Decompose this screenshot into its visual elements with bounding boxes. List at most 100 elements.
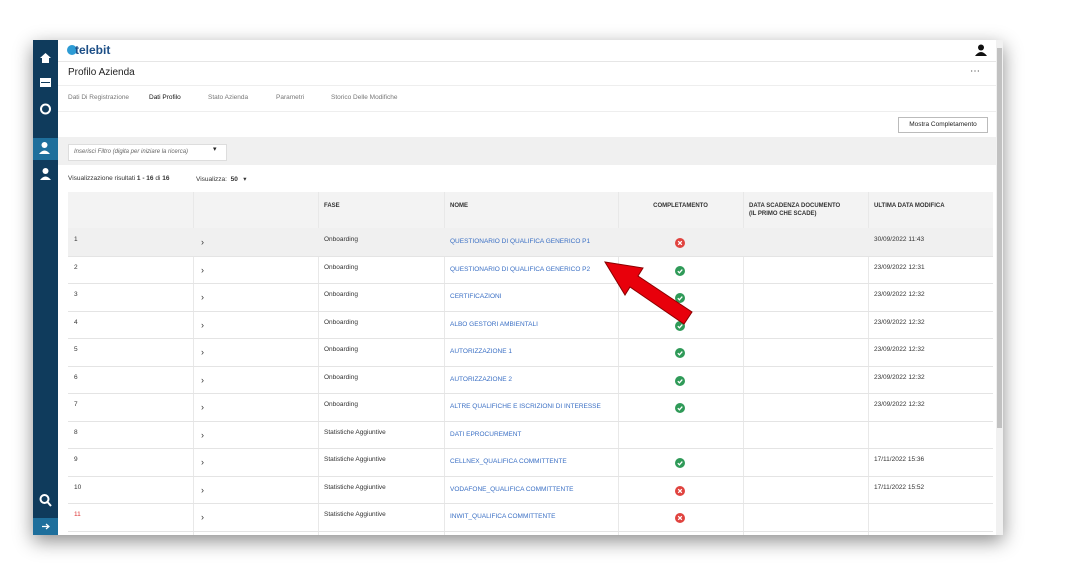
expand-chevron[interactable]: › bbox=[201, 264, 204, 275]
table-row[interactable]: 6 › Onboarding AUTORIZZAZIONE 2 23/09/2022 1… bbox=[68, 366, 993, 394]
last-modified: 23/09/2022 12:32 bbox=[874, 401, 925, 408]
user-icon-body bbox=[40, 176, 51, 180]
status-complete bbox=[675, 375, 685, 386]
expand-chevron[interactable]: › bbox=[201, 484, 204, 495]
expand-chevron[interactable]: › bbox=[201, 374, 204, 385]
row-number: 5 bbox=[74, 346, 78, 353]
tab[interactable]: Storico Delle Modifiche bbox=[331, 94, 398, 101]
table-row[interactable]: 5 › Onboarding AUTORIZZAZIONE 1 23/09/2022 1… bbox=[68, 338, 993, 367]
table-row[interactable]: 7 › Onboarding ALTRE QUALIFICHE E ISCRIZION… bbox=[68, 393, 993, 422]
page-size-label: Visualizza: bbox=[196, 176, 227, 183]
logo-mark bbox=[67, 45, 77, 55]
scroll-thumb[interactable] bbox=[997, 48, 1002, 428]
phase: Onboarding bbox=[324, 236, 358, 243]
last-modified: 30/09/2022 11:43 bbox=[874, 236, 925, 243]
main-area: telebit Profilo Azienda ⋯ Dati Di Regist… bbox=[58, 40, 1003, 535]
show-completion-button[interactable]: Mostra Completamento bbox=[898, 117, 988, 133]
network-icon[interactable] bbox=[40, 103, 51, 115]
filter-dropdown[interactable]: ▾ bbox=[213, 146, 217, 153]
status-complete bbox=[675, 320, 685, 331]
table-row[interactable]: 3 › Onboarding CERTIFICAZIONI 23/09/2022 12:… bbox=[68, 283, 993, 312]
phase: Statistiche Aggiuntive bbox=[324, 456, 386, 463]
name-link[interactable]: VODAFONE_QUALIFICA COMMITTENTE bbox=[450, 485, 574, 493]
phase: Statistiche Aggiuntive bbox=[324, 428, 386, 436]
status-failed bbox=[675, 513, 685, 523]
name-link[interactable]: AUTORIZZAZIONE 1 bbox=[450, 348, 512, 355]
name-link[interactable]: CELLNEX_QUALIFICA COMMITTENTE bbox=[450, 458, 567, 465]
expand-chevron[interactable]: › bbox=[201, 292, 204, 302]
table-row[interactable]: 9 › Statistiche Aggiuntive CELLNEX_QUALIFIC… bbox=[68, 448, 993, 477]
status-complete bbox=[675, 293, 685, 303]
row-number: 9 bbox=[74, 456, 78, 463]
table-row[interactable]: 2 › Onboarding QUESTIONARIO DI QUALIFICA GE… bbox=[68, 256, 993, 284]
expand-chevron[interactable]: › bbox=[201, 347, 204, 357]
last-modified: 23/09/2022 12:32 bbox=[874, 291, 925, 298]
app-window: telebit Profilo Azienda ⋯ Dati Di Regist… bbox=[33, 40, 1003, 535]
tab[interactable]: Stato Azienda bbox=[208, 94, 249, 101]
table-row[interactable]: 1 › Onboarding QUESTIONARIO DI QUALIFICA GE… bbox=[68, 228, 993, 257]
active-nav[interactable] bbox=[33, 138, 58, 160]
expand-chevron[interactable]: › bbox=[201, 457, 204, 467]
row-number: 1 bbox=[74, 236, 78, 243]
row-number: 2 bbox=[74, 263, 78, 271]
expand-chevron[interactable]: › bbox=[201, 429, 204, 440]
user-gear-icon bbox=[41, 142, 48, 148]
name-link[interactable]: ALBO GESTORI AMBIENTALI bbox=[450, 320, 538, 328]
search-icon[interactable] bbox=[39, 494, 50, 504]
phase: Onboarding bbox=[324, 263, 358, 271]
tab[interactable]: Parametri bbox=[276, 94, 305, 101]
last-modified: 23/09/2022 12:32 bbox=[874, 346, 925, 353]
table-row[interactable]: 4 › Onboarding ALBO GESTORI AMBIENTALI 23/09… bbox=[68, 311, 993, 339]
row-number: 3 bbox=[74, 291, 78, 298]
table-row[interactable]: 8 › Statistiche Aggiuntive DATI EPROCUREMEN… bbox=[68, 421, 993, 449]
column-divider bbox=[318, 192, 319, 535]
row-number: 10 bbox=[74, 483, 82, 491]
row-number: 8 bbox=[74, 428, 78, 436]
name-link[interactable]: INWIT_QUALIFICA COMMITTENTE bbox=[450, 513, 556, 520]
page-size[interactable]: Visualizza: 50 ▾ bbox=[196, 176, 247, 183]
name-link[interactable]: QUESTIONARIO DI QUALIFICA GENERICO P1 bbox=[450, 238, 591, 245]
phase: Onboarding bbox=[324, 373, 358, 381]
home-icon[interactable] bbox=[40, 53, 51, 63]
last-modified: 23/09/2022 12:31 bbox=[874, 263, 925, 271]
tab-bar: Dati Di Registrazione Dati Profilo Stato A… bbox=[58, 85, 996, 112]
table-header bbox=[68, 192, 993, 228]
phase: Onboarding bbox=[324, 346, 358, 353]
table-row[interactable]: 11 › Statistiche Aggiuntive INWIT_QUALIFICA… bbox=[68, 503, 993, 532]
row-number: 6 bbox=[74, 373, 78, 381]
tab[interactable]: Dati Profilo bbox=[149, 94, 181, 101]
column-divider bbox=[868, 192, 869, 535]
more-menu[interactable]: ⋯ bbox=[970, 66, 980, 77]
status-complete bbox=[675, 403, 685, 413]
phase: Onboarding bbox=[324, 291, 358, 298]
name-link[interactable]: QUESTIONARIO DI QUALIFICA GENERICO P2 bbox=[450, 265, 591, 273]
column-divider bbox=[193, 192, 194, 535]
last-modified: 23/09/2022 12:32 bbox=[874, 318, 925, 326]
tab[interactable]: Dati Di Registrazione bbox=[68, 94, 130, 101]
user-icon[interactable] bbox=[42, 168, 49, 174]
user-gear-body bbox=[39, 150, 50, 154]
results-prefix: Visualizzazione risultati bbox=[68, 175, 136, 182]
status-complete bbox=[675, 458, 685, 468]
expand-chevron[interactable]: › bbox=[201, 319, 204, 330]
page-size-value: 50 bbox=[230, 176, 238, 183]
row-number: 11 bbox=[74, 511, 81, 518]
name-link[interactable]: AUTORIZZAZIONE 2 bbox=[450, 375, 512, 383]
column-header: FASE bbox=[324, 203, 340, 209]
column-header: NOME bbox=[450, 203, 468, 209]
name-link[interactable]: ALTRE QUALIFICHE E ISCRIZIONI DI INTERES… bbox=[450, 403, 601, 410]
logo: telebit bbox=[75, 43, 111, 57]
filter-input[interactable]: Inserisci Filtro (digita per iniziare la… bbox=[68, 144, 227, 161]
expand-chevron[interactable]: › bbox=[201, 237, 204, 247]
account-icon[interactable] bbox=[975, 44, 987, 56]
column-divider bbox=[743, 192, 744, 535]
sidebar-icons bbox=[33, 53, 58, 535]
column-header: ULTIMA DATA MODIFICA bbox=[874, 203, 945, 209]
status-failed bbox=[675, 238, 685, 248]
expand-chevron[interactable]: › bbox=[201, 402, 204, 412]
table-row[interactable]: 10 › Statistiche Aggiuntive VODAFONE_QUALIF… bbox=[68, 476, 993, 504]
expand-chevron[interactable]: › bbox=[201, 512, 204, 522]
name-link[interactable]: DATI EPROCUREMENT bbox=[450, 430, 522, 438]
name-link[interactable]: CERTIFICAZIONI bbox=[450, 293, 502, 300]
search-handle bbox=[46, 501, 52, 507]
